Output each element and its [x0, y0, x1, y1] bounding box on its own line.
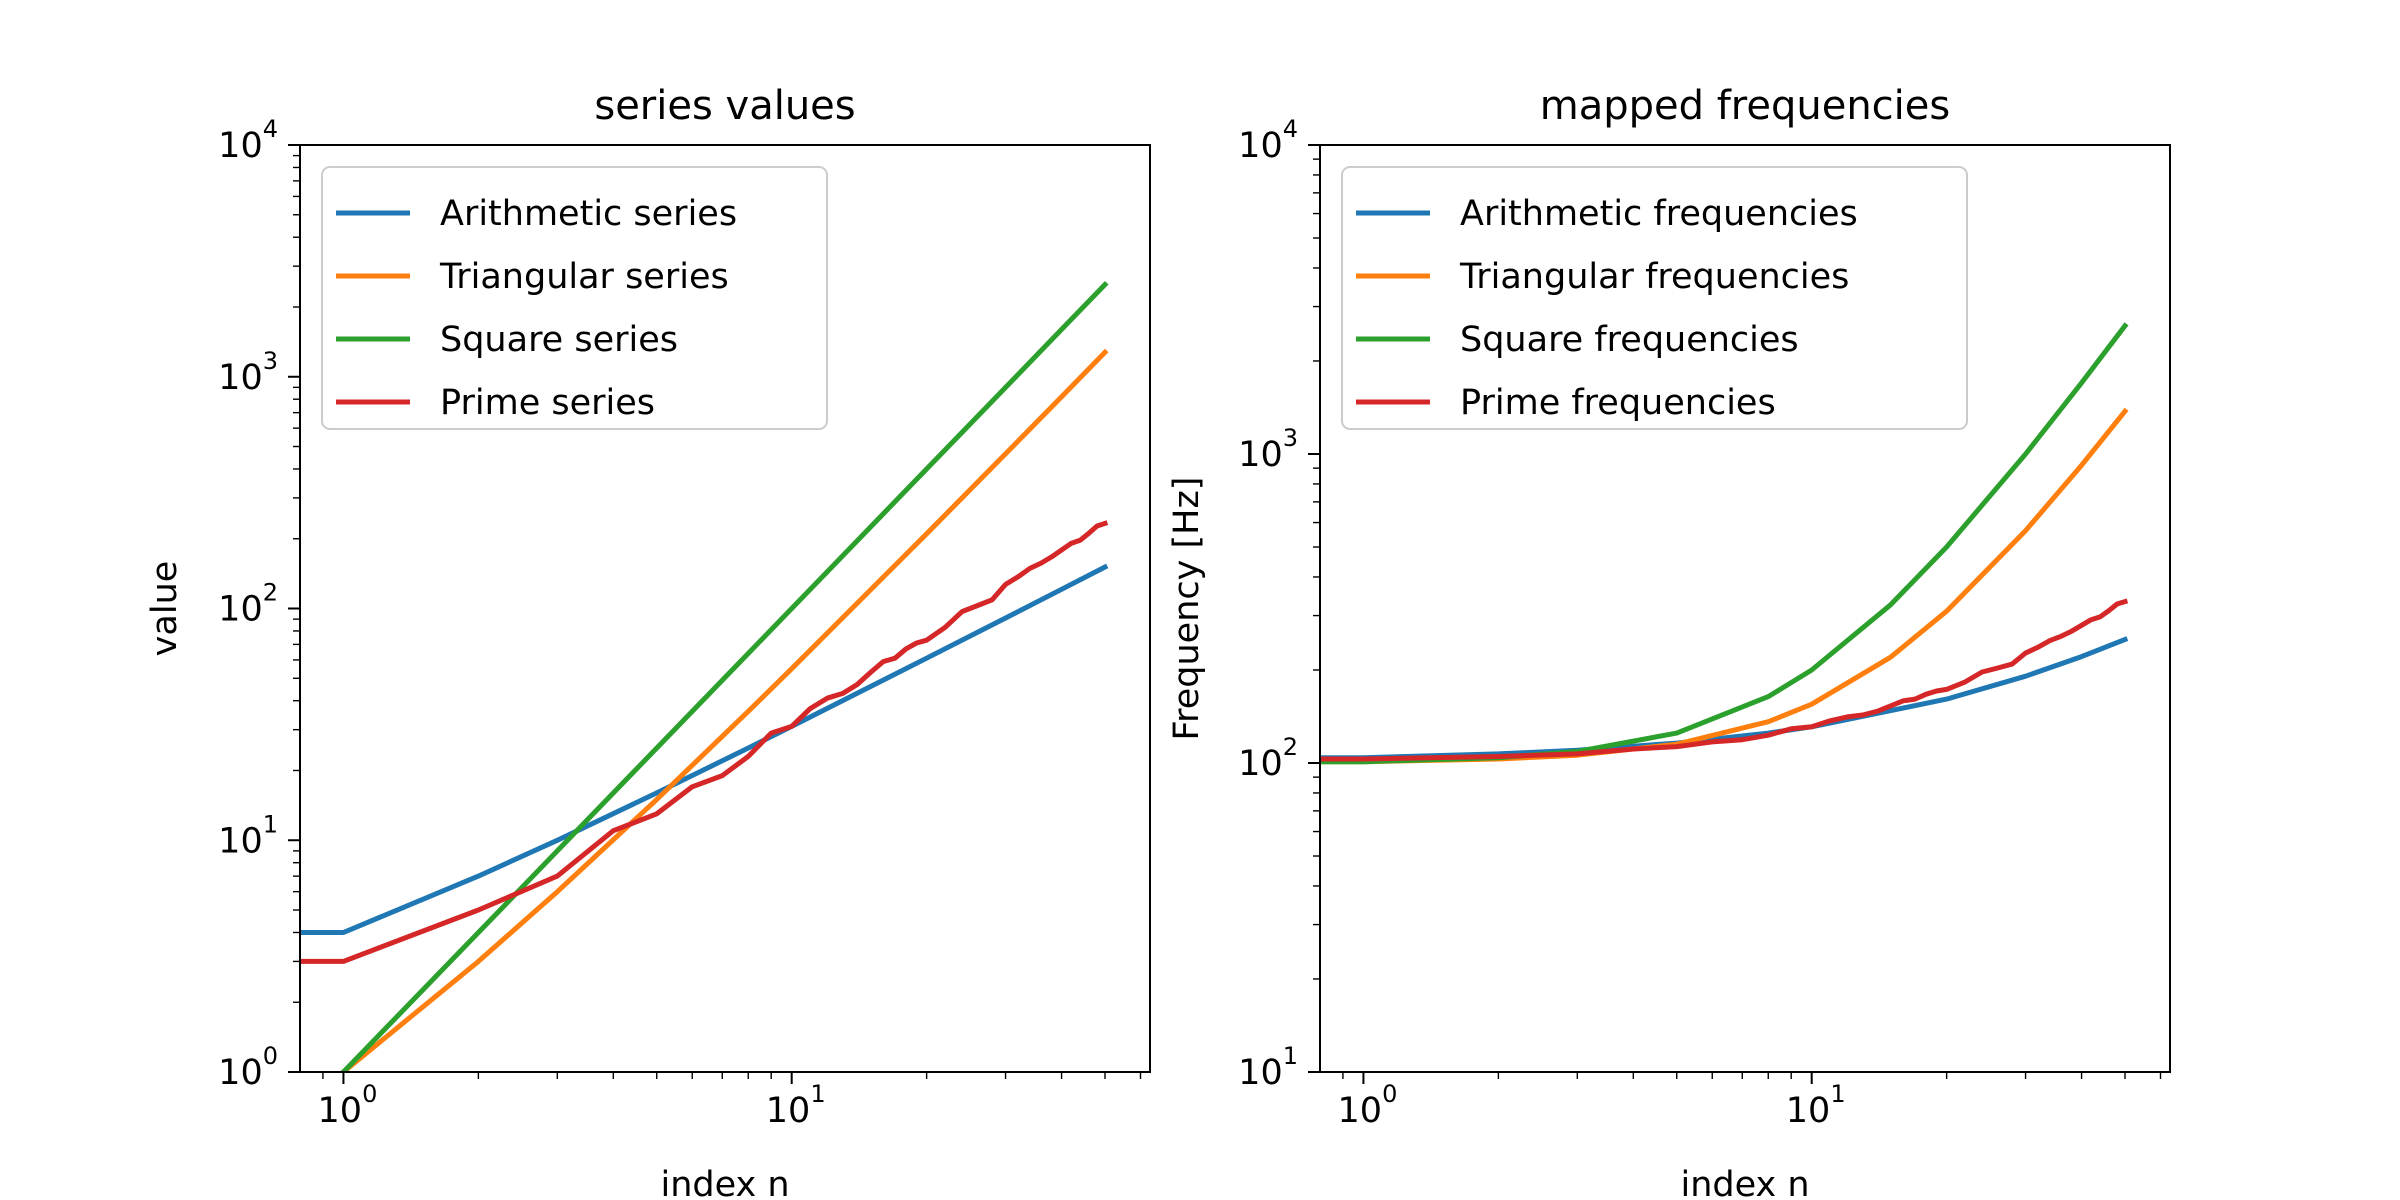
x-tick-label: 100 [1338, 1080, 1398, 1131]
legend-label-2: Triangular frequencies [1459, 257, 1849, 297]
tick-exponent: 0 [362, 1080, 377, 1108]
series-lines [1320, 322, 2129, 765]
legend: Arithmetic series Triangular series Square… [321, 166, 828, 430]
legend-label-3: Square series [440, 320, 678, 360]
tick-base: 10 [1238, 126, 1283, 166]
y-tick-label: 100 [218, 1042, 278, 1093]
y-tick-label: 104 [218, 115, 278, 166]
tick-exponent: 4 [263, 115, 278, 143]
tick-exponent: 0 [263, 1042, 278, 1070]
tick-base: 10 [1238, 435, 1283, 475]
series-line-4 [300, 520, 1109, 964]
series-line-4 [1320, 598, 2129, 762]
y-tick-label: 104 [1238, 115, 1298, 166]
y-tick-label: 102 [1238, 733, 1298, 784]
tick-base: 10 [1238, 1053, 1283, 1093]
series-line-1 [300, 563, 1109, 935]
legend-label-4: Prime series [440, 383, 655, 423]
tick-base: 10 [218, 126, 263, 166]
tick-base: 10 [1238, 744, 1283, 784]
tick-exponent: 1 [810, 1080, 825, 1108]
tick-exponent: 3 [263, 347, 278, 375]
chart-title: mapped frequencies [1540, 83, 1951, 129]
y-tick-label: 102 [218, 579, 278, 630]
tick-exponent: 3 [1283, 424, 1298, 452]
legend-label-3: Square frequencies [1460, 320, 1799, 360]
tick-exponent: 2 [263, 579, 278, 607]
tick-base: 10 [1786, 1091, 1831, 1131]
tick-exponent: 2 [1283, 733, 1298, 761]
minor-ticks [293, 154, 1142, 1079]
tick-base: 10 [1338, 1091, 1383, 1131]
legend-frame [321, 166, 828, 430]
tick-base: 10 [218, 590, 263, 630]
y-tick-label: 101 [218, 810, 278, 861]
tick-base: 10 [318, 1091, 363, 1131]
y-axis-label: Frequency [Hz] [1167, 477, 1207, 741]
series-line-2 [339, 348, 1109, 1072]
tick-exponent: 1 [1283, 1042, 1298, 1070]
legend: Arithmetic frequencies Triangular frequen… [1341, 166, 1968, 430]
tick-base: 10 [218, 358, 263, 398]
series-lines [300, 280, 1109, 1072]
y-tick-label: 101 [1238, 1042, 1298, 1093]
axes-frame [1319, 144, 2171, 1073]
legend-label-1: Arithmetic frequencies [1460, 194, 1858, 234]
tick-base: 10 [766, 1091, 811, 1131]
chart-title: series values [594, 83, 855, 129]
x-tick-label: 100 [318, 1080, 378, 1131]
y-tick-label: 103 [218, 347, 278, 398]
tick-base: 10 [218, 1053, 263, 1093]
legend-label-1: Arithmetic series [440, 194, 737, 234]
x-tick-label: 101 [1786, 1080, 1846, 1131]
legend-label-4: Prime frequencies [1460, 383, 1776, 423]
legend-label-2: Triangular series [439, 257, 729, 297]
tick-exponent: 1 [1830, 1080, 1845, 1108]
tick-exponent: 1 [263, 810, 278, 838]
y-axis-label: value [145, 561, 185, 657]
tick-base: 10 [218, 821, 263, 861]
x-axis-label: index n [660, 1165, 789, 1200]
tick-exponent: 4 [1283, 115, 1298, 143]
x-tick-label: 101 [766, 1080, 826, 1131]
x-axis-label: index n [1680, 1165, 1809, 1200]
y-tick-label: 103 [1238, 424, 1298, 475]
minor-ticks [1313, 158, 2162, 1079]
legend-frame [1341, 166, 1968, 430]
tick-exponent: 0 [1382, 1080, 1397, 1108]
